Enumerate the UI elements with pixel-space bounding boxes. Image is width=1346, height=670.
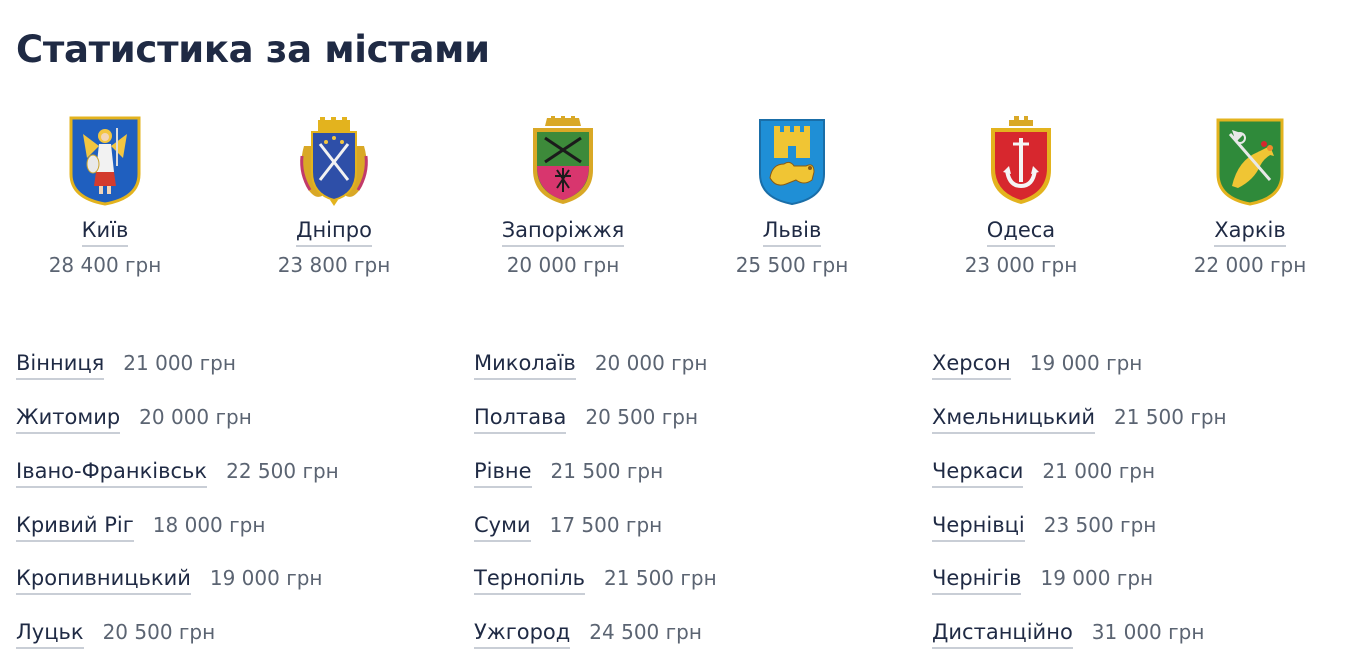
featured-city-lviv: Львів 25 500 грн	[692, 116, 892, 277]
featured-city-zaporizhzhia: Запоріжжя 20 000 грн	[463, 116, 663, 277]
zaporizhzhia-coat-of-arms-icon	[533, 116, 593, 204]
list-item: Дистанційно 31 000 грн	[932, 613, 1204, 649]
city-link[interactable]: Чернігів	[932, 564, 1022, 595]
list-item: Тернопіль 21 500 грн	[474, 559, 717, 595]
city-link[interactable]: Дистанційно	[932, 618, 1073, 649]
featured-city-link[interactable]: Львів	[762, 216, 822, 247]
featured-city-salary: 28 400 грн	[48, 253, 162, 277]
city-link[interactable]: Рівне	[474, 457, 532, 488]
city-salary: 19 000 грн	[209, 566, 323, 590]
list-item: Чернігів 19 000 грн	[932, 559, 1153, 595]
city-salary: 24 500 грн	[589, 620, 702, 644]
list-item: Кривий Ріг 18 000 грн	[16, 506, 265, 542]
city-link[interactable]: Миколаїв	[474, 349, 576, 380]
city-salary: 21 500 грн	[550, 459, 664, 483]
featured-city-link[interactable]: Харків	[1214, 216, 1286, 247]
city-link[interactable]: Черкаси	[932, 457, 1024, 488]
featured-city-salary: 23 800 грн	[277, 253, 391, 277]
city-link[interactable]: Суми	[474, 511, 531, 542]
list-item: Рівне 21 500 грн	[474, 452, 663, 488]
city-salary: 19 000 грн	[1029, 351, 1143, 375]
dnipro-coat-of-arms-icon	[300, 117, 368, 206]
city-salary: 18 000 грн	[152, 513, 266, 537]
kyiv-coat-of-arms-icon	[69, 116, 141, 206]
city-salary: 20 000 грн	[139, 405, 252, 429]
kharkiv-coat-of-arms-icon	[1216, 118, 1284, 206]
city-salary: 19 000 грн	[1040, 566, 1154, 590]
list-item: Миколаїв 20 000 грн	[474, 344, 707, 380]
city-salary: 21 000 грн	[123, 351, 236, 375]
city-link[interactable]: Тернопіль	[474, 564, 586, 595]
city-link[interactable]: Ужгород	[474, 618, 571, 649]
city-link[interactable]: Луцьк	[16, 618, 84, 649]
city-link[interactable]: Вінниця	[16, 349, 105, 380]
odesa-coat-of-arms-icon	[991, 116, 1051, 204]
list-item: Ужгород 24 500 грн	[474, 613, 702, 649]
city-salary: 23 500 грн	[1043, 513, 1157, 537]
list-item: Івано-Франківськ 22 500 грн	[16, 452, 339, 488]
city-salary: 22 500 грн	[226, 459, 339, 483]
city-salary: 31 000 грн	[1091, 620, 1205, 644]
featured-city-salary: 25 500 грн	[735, 253, 849, 277]
city-salary: 21 500 грн	[1113, 405, 1227, 429]
city-salary: 20 500 грн	[585, 405, 699, 429]
featured-city-link[interactable]: Одеса	[986, 216, 1056, 247]
featured-cities: Київ 28 400 грн Дніпро	[0, 116, 1346, 296]
city-salary: 20 500 грн	[102, 620, 216, 644]
featured-city-link[interactable]: Дніпро	[296, 216, 372, 247]
city-salary: 21 500 грн	[604, 566, 717, 590]
list-item: Житомир 20 000 грн	[16, 398, 252, 434]
list-item: Суми 17 500 грн	[474, 506, 662, 542]
featured-city-link[interactable]: Київ	[81, 216, 129, 247]
city-link[interactable]: Чернівці	[932, 511, 1025, 542]
featured-city-odesa: Одеса 23 000 грн	[921, 116, 1121, 277]
featured-city-salary: 22 000 грн	[1193, 253, 1307, 277]
city-salary: 21 000 грн	[1042, 459, 1156, 483]
featured-city-dnipro: Дніпро 23 800 грн	[234, 116, 434, 277]
list-item: Полтава 20 500 грн	[474, 398, 698, 434]
featured-city-kyiv: Київ 28 400 грн	[5, 116, 205, 277]
list-item: Кропивницький 19 000 грн	[16, 559, 323, 595]
city-salary: 17 500 грн	[549, 513, 663, 537]
city-link[interactable]: Житомир	[16, 403, 121, 434]
featured-city-link[interactable]: Запоріжжя	[501, 216, 625, 247]
list-item: Херсон 19 000 грн	[932, 344, 1142, 380]
list-item: Хмельницький 21 500 грн	[932, 398, 1227, 434]
city-salary: 20 000 грн	[594, 351, 708, 375]
city-link[interactable]: Полтава	[474, 403, 567, 434]
featured-city-salary: 23 000 грн	[964, 253, 1078, 277]
list-item: Вінниця 21 000 грн	[16, 344, 236, 380]
city-link[interactable]: Хмельницький	[932, 403, 1095, 434]
list-item: Чернівці 23 500 грн	[932, 506, 1156, 542]
list-item: Луцьк 20 500 грн	[16, 613, 215, 649]
lviv-coat-of-arms-icon	[759, 119, 825, 206]
city-link[interactable]: Кропивницький	[16, 564, 191, 595]
city-link[interactable]: Херсон	[932, 349, 1011, 380]
city-link[interactable]: Івано-Франківськ	[16, 457, 208, 488]
featured-city-kharkiv: Харків 22 000 грн	[1150, 116, 1346, 277]
page-title: Статистика за містами	[16, 28, 490, 71]
city-link[interactable]: Кривий Ріг	[16, 511, 134, 542]
list-item: Черкаси 21 000 грн	[932, 452, 1155, 488]
featured-city-salary: 20 000 грн	[506, 253, 620, 277]
